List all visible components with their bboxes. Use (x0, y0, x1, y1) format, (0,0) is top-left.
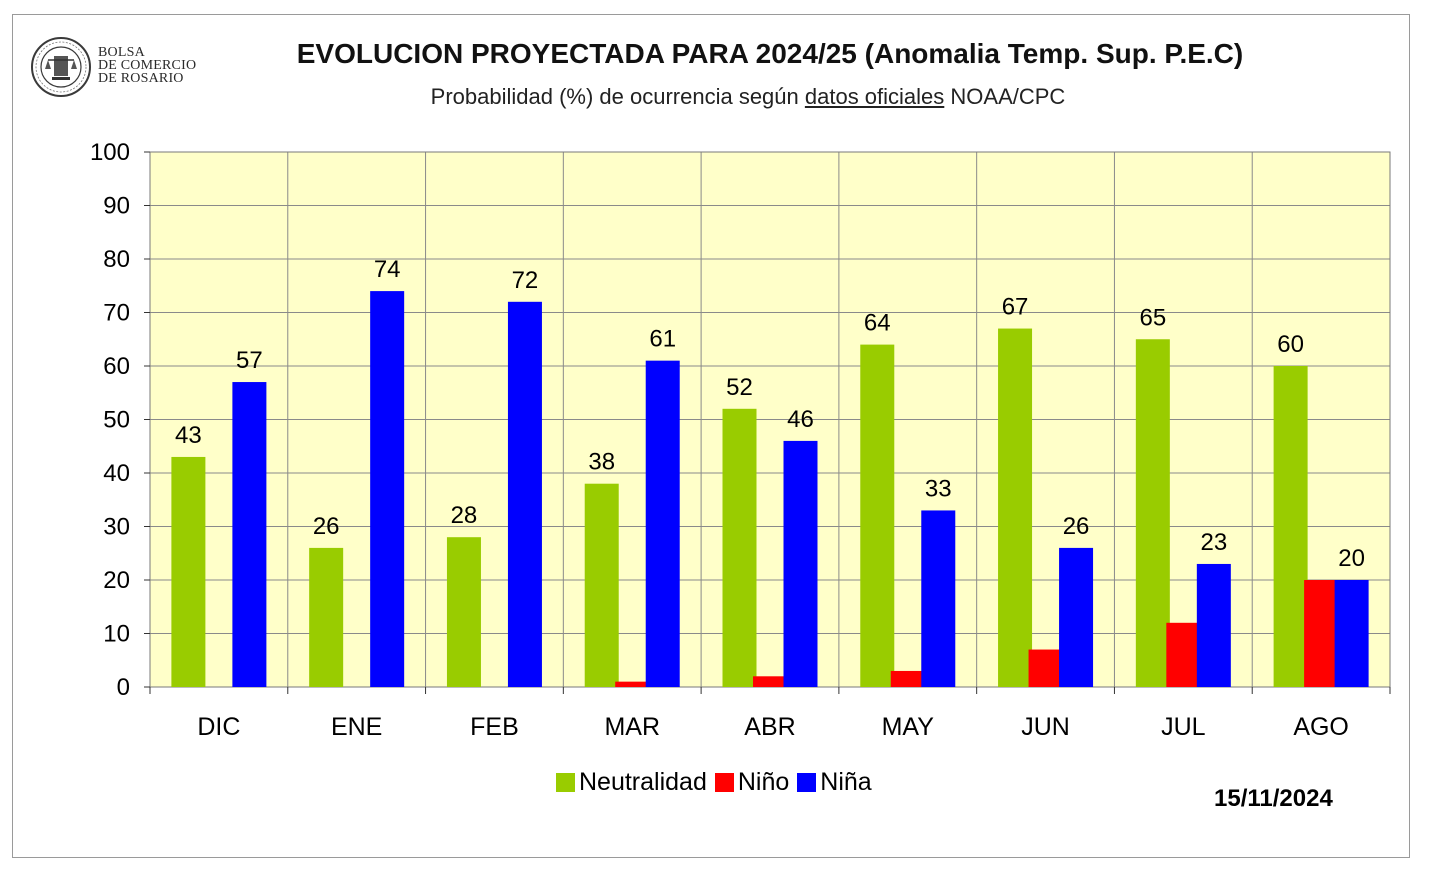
x-tick-label: DIC (197, 713, 240, 741)
data-label: 65 (1139, 304, 1166, 331)
data-label: 60 (1277, 331, 1304, 358)
legend-item: Niña (797, 768, 872, 797)
bar-neutralidad-jul (1135, 339, 1170, 687)
bar-niña-mar (645, 360, 680, 687)
data-label: 20 (1338, 545, 1365, 572)
data-label: 57 (236, 347, 263, 374)
x-tick-label: ABR (744, 713, 795, 741)
y-tick-label: 20 (103, 567, 130, 594)
chart-subtitle: Probabilidad (%) de ocurrencia según dat… (0, 84, 1440, 110)
bar-niña-feb (507, 301, 542, 687)
data-label: 61 (649, 326, 676, 353)
bar-niña-abr (783, 440, 818, 687)
data-label: 52 (726, 374, 753, 401)
bar-niña-dic (232, 382, 267, 687)
bar-neutralidad-mar (584, 483, 619, 687)
bar-neutralidad-may (860, 344, 895, 687)
subtitle-link-text: datos oficiales (804, 84, 945, 109)
bar-niña-may (921, 510, 956, 687)
logo-line-3: DE ROSARIO (98, 71, 184, 86)
y-tick-label: 60 (103, 353, 130, 380)
bar-neutralidad-ago (1273, 366, 1308, 687)
logo-text: BOLSA DE COMERCIO DE ROSARIO (98, 45, 197, 86)
y-tick-label: 10 (103, 621, 130, 648)
legend-item: Niño (714, 768, 790, 797)
y-tick-label: 0 (117, 674, 130, 701)
bar-niña-ago (1334, 580, 1369, 687)
bar-neutralidad-dic (171, 456, 206, 687)
bar-niña-jun (1059, 547, 1094, 687)
data-label: 33 (925, 475, 952, 502)
legend-label: Niño (737, 768, 790, 796)
chart-title: EVOLUCION PROYECTADA PARA 2024/25 (Anoma… (296, 38, 1244, 69)
data-label: 26 (1063, 513, 1090, 540)
y-tick-label: 100 (90, 139, 130, 166)
x-tick-label: MAR (604, 713, 660, 741)
x-tick-label: FEB (470, 713, 519, 741)
legend: Neutralidad Niño Niña (556, 768, 880, 799)
bar-neutralidad-feb (446, 537, 481, 687)
data-label: 46 (787, 406, 814, 433)
bar-niño-jun (1028, 649, 1063, 687)
y-tick-label: 30 (103, 514, 130, 541)
data-label: 67 (1002, 294, 1029, 321)
legend-item: Neutralidad (556, 768, 707, 797)
bar-niño-jul (1166, 622, 1201, 687)
bar-niño-ago (1304, 580, 1339, 687)
data-label: 38 (588, 449, 615, 476)
subtitle-suffix: NOAA/CPC (944, 84, 1066, 109)
bolsa-logo: BOLSA DE COMERCIO DE ROSARIO (30, 36, 230, 100)
data-label: 28 (451, 502, 478, 529)
y-tick-label: 40 (103, 460, 130, 487)
bar-niña-ene (370, 291, 405, 687)
bar-neutralidad-ene (309, 547, 344, 687)
x-tick-label: JUN (1021, 713, 1070, 741)
legend-label: Niña (820, 768, 872, 796)
data-label: 23 (1200, 529, 1227, 556)
y-tick-label: 80 (103, 246, 130, 273)
logo-line-2: DE COMERCIO (98, 58, 197, 73)
y-tick-label: 50 (103, 407, 130, 434)
legend-swatch (797, 773, 817, 792)
x-tick-label: ENE (331, 713, 382, 741)
bar-neutralidad-jun (998, 328, 1033, 687)
data-label: 72 (512, 267, 539, 294)
data-label: 64 (864, 310, 891, 337)
x-tick-label: JUL (1161, 713, 1206, 741)
bar-niña-jul (1196, 563, 1231, 687)
bar-niño-mar (615, 681, 650, 687)
data-label: 74 (374, 256, 401, 283)
logo-line-1: BOLSA (98, 45, 145, 60)
y-tick-label: 90 (103, 193, 130, 220)
bar-neutralidad-abr (722, 408, 757, 687)
legend-swatch (556, 773, 575, 792)
legend-swatch (714, 773, 734, 792)
x-tick-label: AGO (1293, 713, 1349, 741)
chart-date: 15/11/2024 (1214, 785, 1333, 812)
bar-niño-may (890, 670, 925, 687)
legend-label: Neutralidad (579, 768, 707, 796)
x-tick-label: MAY (882, 713, 935, 741)
seal-icon (31, 37, 91, 97)
bar-niño-abr (753, 676, 787, 687)
y-tick-label: 70 (103, 300, 130, 327)
data-label: 43 (175, 422, 202, 449)
data-label: 26 (313, 513, 340, 540)
subtitle-prefix: Probabilidad (%) de ocurrencia según (430, 84, 805, 109)
